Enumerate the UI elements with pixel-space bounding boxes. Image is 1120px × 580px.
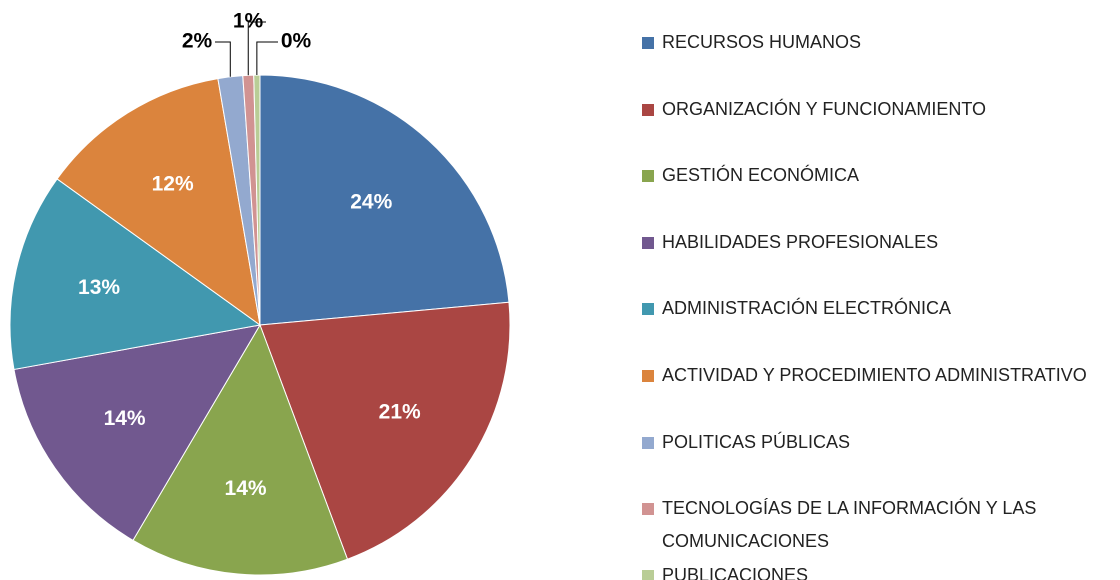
data-label: 13% bbox=[78, 276, 120, 299]
legend-label: PUBLICACIONES bbox=[662, 564, 809, 580]
legend-item: ORGANIZACIÓN Y FUNCIONAMIENTO bbox=[642, 93, 1112, 126]
data-label: 1% bbox=[233, 10, 264, 33]
legend-label: HABILIDADES PROFESIONALES bbox=[662, 231, 939, 252]
legend-label: ACTIVIDAD Y PROCEDIMIENTO ADMINISTRATIVO bbox=[662, 365, 1087, 385]
legend-item: PUBLICACIONES bbox=[642, 559, 1112, 580]
legend-label: RECURSOS HUMANOS bbox=[662, 32, 862, 52]
legend-label: GESTIÓN ECONÓMICA bbox=[662, 165, 860, 186]
data-label: 24% bbox=[350, 191, 392, 214]
legend-swatch bbox=[642, 436, 654, 449]
legend-item: ADMINISTRACIÓN ELECTRÓNICA bbox=[642, 292, 1112, 325]
pie-slice bbox=[259, 74, 510, 326]
legend-swatch bbox=[642, 503, 654, 516]
legend-swatch bbox=[642, 103, 654, 116]
legend-item: ACTIVIDAD Y PROCEDIMIENTO ADMINISTRATIVO bbox=[642, 359, 1112, 392]
leader-line bbox=[256, 41, 278, 76]
legend-swatch bbox=[642, 170, 654, 183]
legend-item: TECNOLOGÍAS DE LA INFORMACIÓN Y LAS COMU… bbox=[642, 492, 1112, 558]
data-label: 12% bbox=[152, 173, 194, 196]
legend-label: TECNOLOGÍAS DE LA INFORMACIÓN Y LAS COMU… bbox=[662, 498, 1037, 552]
legend-swatch bbox=[642, 569, 654, 580]
pie-slice bbox=[13, 324, 261, 542]
pie-slice bbox=[56, 77, 261, 327]
data-label: 0% bbox=[281, 30, 312, 53]
legend-swatch bbox=[642, 37, 654, 49]
data-label: 14% bbox=[104, 407, 146, 430]
data-label: 14% bbox=[225, 477, 267, 500]
legend-label: ADMINISTRACIÓN ELECTRÓNICA bbox=[662, 298, 952, 319]
legend-swatch bbox=[642, 236, 654, 249]
legend-swatch bbox=[642, 370, 654, 382]
legend-swatch bbox=[642, 303, 654, 316]
legend-label: POLITICAS PÚBLICAS bbox=[662, 431, 851, 452]
legend-label: ORGANIZACIÓN Y FUNCIONAMIENTO bbox=[662, 98, 987, 119]
pie-slice bbox=[259, 301, 511, 560]
data-label: 21% bbox=[379, 400, 421, 423]
pie-slice bbox=[132, 323, 349, 576]
data-label: 2% bbox=[182, 30, 213, 53]
leader-line bbox=[247, 21, 266, 76]
legend-item: POLITICAS PÚBLICAS bbox=[642, 426, 1112, 459]
legend-item: RECURSOS HUMANOS bbox=[642, 26, 1112, 59]
leader-line bbox=[215, 41, 231, 77]
pie-slice bbox=[9, 178, 262, 371]
legend-item: GESTIÓN ECONÓMICA bbox=[642, 159, 1112, 192]
legend-item: HABILIDADES PROFESIONALES bbox=[642, 226, 1112, 259]
